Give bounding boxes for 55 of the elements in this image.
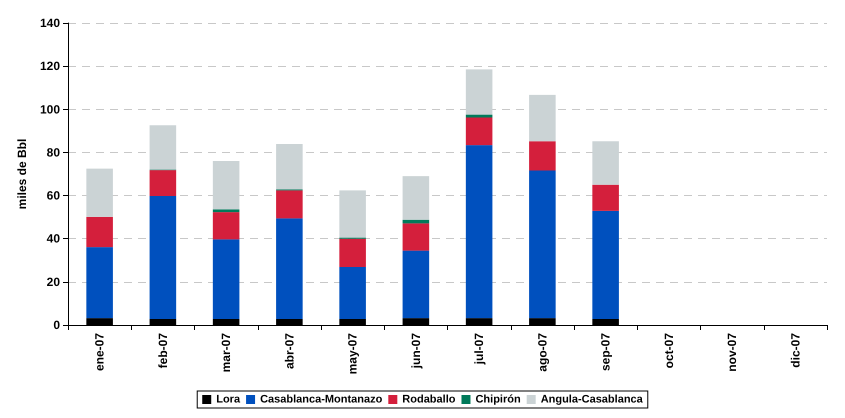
bar bbox=[339, 190, 366, 238]
bar bbox=[150, 196, 176, 319]
x-tick-label: sep-07 bbox=[598, 332, 613, 372]
x-tick-label: mar-07 bbox=[219, 332, 234, 372]
y-axis-title: miles de Bbl bbox=[15, 138, 29, 210]
x-tick-label: feb-07 bbox=[156, 332, 170, 368]
bar bbox=[150, 170, 176, 196]
bar bbox=[529, 94, 556, 142]
bar bbox=[150, 125, 176, 170]
bar bbox=[402, 223, 430, 251]
x-tick-label: abr-07 bbox=[282, 332, 296, 370]
x-tick-label: jun-07 bbox=[408, 332, 423, 370]
y-tick-label: 80 bbox=[46, 145, 60, 160]
bar bbox=[86, 168, 113, 217]
y-tick-label: 20 bbox=[46, 274, 60, 289]
y-tick-label: 140 bbox=[40, 16, 60, 30]
bar bbox=[339, 266, 366, 319]
x-tick-label: ago-07 bbox=[535, 332, 550, 372]
legend-label: Chipirón bbox=[475, 394, 521, 406]
y-tick-label: 40 bbox=[46, 232, 60, 246]
y-tick-label: 120 bbox=[40, 59, 60, 74]
bar bbox=[212, 212, 240, 240]
bar bbox=[402, 220, 430, 224]
bar bbox=[212, 239, 240, 319]
bar bbox=[86, 216, 113, 248]
legend-label: Rodaballo bbox=[402, 394, 456, 406]
legend-label: Lora bbox=[216, 394, 241, 406]
y-tick-label: 100 bbox=[40, 102, 60, 116]
bar bbox=[86, 247, 113, 318]
bar bbox=[276, 218, 303, 319]
bar bbox=[466, 117, 492, 146]
bar bbox=[529, 141, 556, 171]
x-tick-label: jul-07 bbox=[472, 332, 486, 366]
bar bbox=[402, 250, 430, 318]
legend-label: Angula-Casablanca bbox=[540, 394, 644, 406]
bar bbox=[212, 161, 240, 210]
legend-label: Casablanca-Montanazo bbox=[260, 394, 383, 406]
x-tick-label: oct-07 bbox=[662, 332, 676, 368]
bar bbox=[276, 144, 303, 190]
x-tick-label: nov-07 bbox=[725, 332, 740, 372]
bar bbox=[592, 210, 619, 319]
bar bbox=[466, 114, 492, 118]
bar bbox=[276, 190, 303, 218]
x-tick-label: dic-07 bbox=[788, 332, 802, 368]
y-tick-label: 0 bbox=[53, 318, 60, 332]
y-tick-label: 60 bbox=[46, 188, 60, 203]
bar bbox=[592, 184, 619, 211]
x-tick-label: may-07 bbox=[346, 332, 360, 374]
bar bbox=[529, 170, 556, 318]
bar bbox=[339, 238, 366, 267]
bar bbox=[592, 141, 619, 185]
bar bbox=[466, 145, 492, 318]
x-tick-label: ene-07 bbox=[92, 332, 107, 372]
bar bbox=[466, 69, 492, 115]
bar bbox=[402, 176, 430, 220]
